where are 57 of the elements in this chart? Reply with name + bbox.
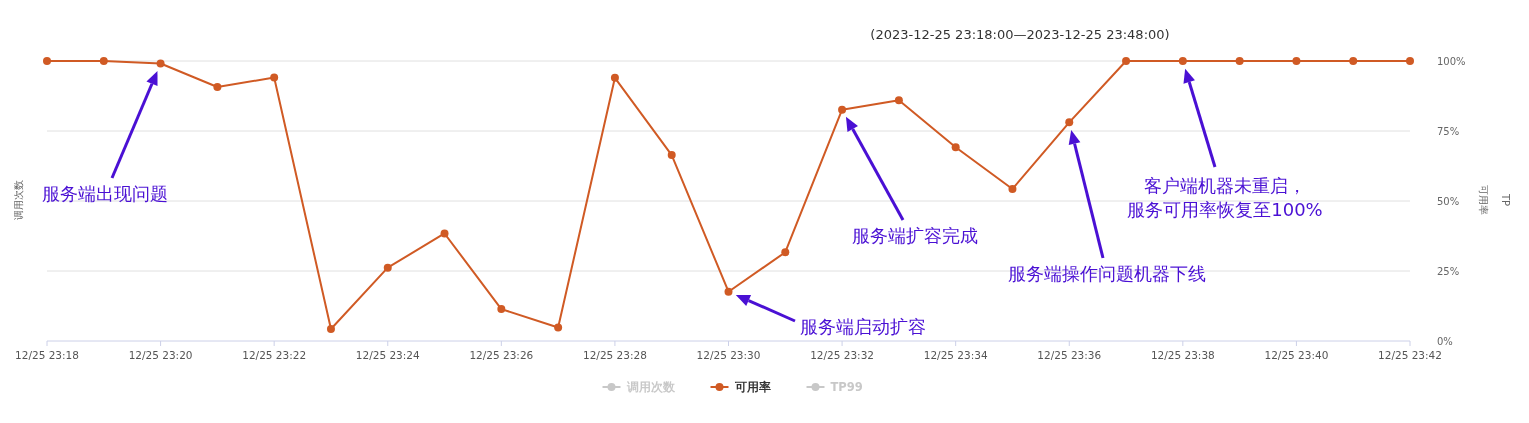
annotation: 服务端启动扩容 (800, 316, 926, 337)
legend-label: 可用率 (733, 380, 771, 394)
point (838, 105, 847, 114)
point (326, 324, 335, 333)
annotation: 服务端出现问题 (42, 183, 168, 204)
y2tick: 75% (1437, 126, 1460, 137)
y-axis-title: 可用率 (1478, 185, 1489, 215)
point (1349, 57, 1358, 65)
y2tick: 100% (1437, 56, 1466, 67)
point (667, 151, 676, 160)
point (1235, 57, 1244, 65)
point (724, 287, 733, 296)
point (270, 73, 279, 82)
xtick: 12/25 23:42 (1378, 349, 1442, 361)
point (951, 143, 960, 152)
y3-axis-title: TP (1500, 192, 1511, 207)
point (99, 57, 108, 65)
y2tick: 50% (1437, 196, 1460, 207)
annotation: 服务端扩容完成 (852, 225, 978, 246)
xtick: 12/25 23:30 (696, 349, 761, 361)
point (213, 83, 222, 92)
point (440, 229, 449, 238)
y2tick: 0% (1437, 336, 1453, 347)
point (1122, 57, 1131, 65)
point (610, 73, 619, 82)
point (1008, 184, 1017, 193)
point (497, 305, 506, 314)
point (894, 96, 903, 105)
xtick: 12/25 23:18 (15, 349, 79, 361)
point (43, 57, 51, 65)
point (781, 248, 790, 257)
xtick: 12/25 23:20 (128, 349, 193, 361)
annotation: 服务端扩容完成 (845, 116, 978, 246)
point (554, 323, 563, 332)
point (1065, 118, 1074, 127)
xtick: 12/25 23:28 (583, 349, 647, 361)
annotation: 服务端操作问题机器下线 (1008, 263, 1206, 284)
xtick: 12/25 23:22 (242, 349, 307, 361)
xtick: 12/25 23:40 (1264, 349, 1329, 361)
annotation: 客户端机器未重启，服务可用率恢复至100% (1127, 68, 1323, 220)
point (156, 59, 165, 68)
point (383, 263, 392, 272)
point (1406, 57, 1414, 65)
annotation: 服务端出现问题 (42, 70, 168, 204)
annotation: 客户端机器未重启，服务可用率恢复至100% (1127, 175, 1323, 220)
title: (2023-12-25 23:18:00—2023-12-25 23:48:00) (870, 27, 1170, 42)
xtick: 12/25 23:36 (1037, 349, 1102, 361)
point (1292, 57, 1301, 65)
xtick: 12/25 23:24 (355, 349, 420, 361)
xtick: 12/25 23:32 (810, 349, 874, 361)
xtick: 12/25 23:26 (469, 349, 534, 361)
point (1178, 57, 1187, 65)
xtick: 12/25 23:34 (923, 349, 988, 361)
xtick: 12/25 23:38 (1150, 349, 1215, 361)
annotation: 服务端启动扩容 (735, 294, 926, 337)
y2-axis-title: 调用次数 (13, 180, 24, 220)
y2tick: 25% (1437, 266, 1460, 277)
